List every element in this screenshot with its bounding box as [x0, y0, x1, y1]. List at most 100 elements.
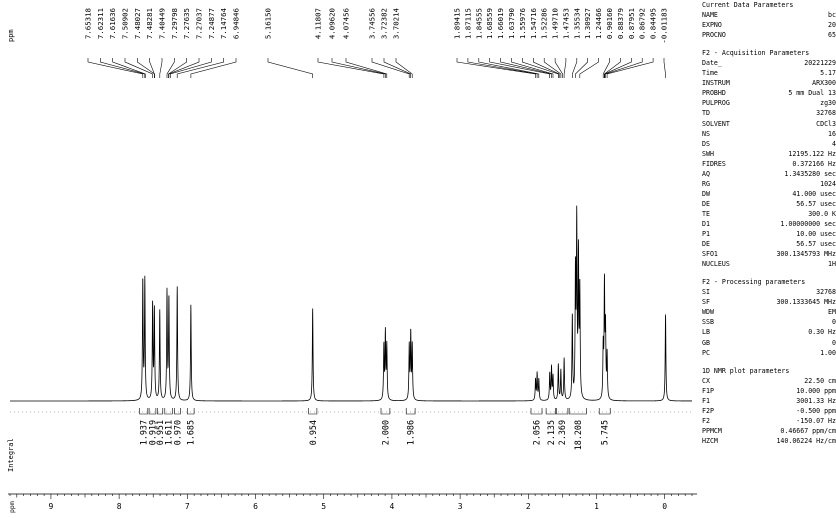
peak-label: 1.87115	[463, 8, 472, 39]
param-row: CX22.50 cm	[702, 376, 836, 386]
param-value: CDCl3	[816, 119, 836, 129]
param-key: NS	[702, 129, 710, 139]
integral-bracket	[406, 408, 415, 414]
integral-value: 1.986	[406, 420, 416, 445]
param-value: 0.372166 Hz	[792, 159, 836, 169]
param-key: TE	[702, 209, 710, 219]
x-tick-label: 5	[321, 502, 326, 511]
param-value: 1.3435280 sec	[784, 169, 836, 179]
x-tick-label: 1	[594, 502, 599, 511]
integral-value: 2.000	[380, 420, 390, 445]
x-tick-label: 8	[117, 502, 122, 511]
param-key: PULPROG	[702, 98, 730, 108]
param-row: P1 10.00 usec	[702, 229, 836, 239]
param-row: WDWEM	[702, 307, 836, 317]
param-key: P1	[702, 229, 710, 239]
param-row: DE56.57 usec	[702, 199, 836, 209]
param-key: F1P	[702, 386, 714, 396]
integral-bracket	[174, 408, 180, 414]
param-value: 1.00	[820, 348, 836, 358]
integral-value: 2.056	[532, 420, 542, 445]
integral-bracket	[599, 408, 610, 414]
param-value: -150.07 Hz	[796, 416, 836, 426]
x-tick-label: 7	[185, 502, 190, 511]
param-key: INSTRUM	[702, 78, 730, 88]
integral-bracket	[546, 408, 556, 414]
param-key: SI	[702, 287, 710, 297]
param-key: TD	[702, 108, 710, 118]
param-row: FIDRES0.372166 Hz	[702, 159, 836, 169]
integral-bracket	[556, 408, 568, 414]
peak-leader-line	[555, 58, 563, 78]
peak-leader-line	[664, 58, 666, 78]
param-key: NAME	[702, 10, 718, 20]
param-key: D1	[702, 219, 710, 229]
param-value: 5 mm Dual 13	[788, 88, 836, 98]
param-row: NUCLEUS1H	[702, 259, 836, 269]
ppm-top-label: ppm	[7, 29, 15, 42]
param-key: DW	[702, 189, 710, 199]
param-row: SWH12195.122 Hz	[702, 149, 836, 159]
param-value: 300.0 K	[808, 209, 836, 219]
peak-label: 7.48027	[133, 8, 142, 39]
param-value: 16	[828, 129, 836, 139]
acquisition-parameters-panel: Current Data Parameters NAMEbcEXPNO20PRO…	[702, 0, 836, 518]
peak-leader-line	[332, 58, 385, 78]
peak-label: 0.90160	[605, 8, 614, 39]
param-value: 300.1345793 MHz	[776, 249, 836, 259]
param-value: 10.00 usec	[796, 229, 836, 239]
param-key: WDW	[702, 307, 714, 317]
peak-label: 7.27635	[182, 8, 191, 39]
integral-bracket	[149, 408, 156, 414]
peak-label: 0.86792	[638, 8, 647, 39]
param-value: 22.50 cm	[804, 376, 836, 386]
param-value: 140.06224 Hz/cm	[776, 436, 836, 446]
integral-value: 1.685	[186, 420, 196, 445]
param-key: SWH	[702, 149, 714, 159]
param-row: NS 16	[702, 129, 836, 139]
param-value: 1024	[820, 179, 836, 189]
peak-leader-line	[113, 58, 146, 78]
param-row: DW41.000 usec	[702, 189, 836, 199]
integral-bracket	[309, 408, 317, 414]
peak-label: 1.24466	[594, 8, 603, 39]
integral-value: 2.135	[546, 420, 556, 445]
param-row: PULPROGzg30	[702, 98, 836, 108]
peak-label: 3.72382	[380, 8, 389, 39]
integral-bracket	[165, 408, 173, 414]
integral-group: 1.9370.9190.9511.6110.9701.6850.9542.000…	[10, 408, 692, 450]
spectrum-trace-group	[10, 206, 692, 401]
peak-label: 4.09620	[328, 8, 337, 39]
peak-label: 7.14764	[219, 7, 228, 39]
x-tick-label: 3	[458, 502, 463, 511]
param-key: F1	[702, 396, 710, 406]
param-key: RG	[702, 179, 710, 189]
peak-label: 4.07456	[342, 8, 351, 39]
x-axis: 9876543210ppm	[8, 494, 697, 513]
param-value: 0	[832, 317, 836, 327]
integral-bracket	[569, 408, 586, 414]
x-tick-label: 9	[49, 502, 54, 511]
peak-label: 7.24877	[207, 8, 216, 39]
peak-leader-line	[607, 58, 653, 78]
param-key: Date_	[702, 58, 722, 68]
peak-label: 1.63790	[507, 8, 516, 39]
x-unit-label: ppm	[8, 501, 16, 513]
param-value: 1.00000000 sec	[780, 219, 836, 229]
param-row: SOLVENT CDCl3	[702, 119, 836, 129]
peak-label: 0.87951	[627, 8, 636, 39]
param-row: LB0.30 Hz	[702, 327, 836, 337]
param-row: F13001.33 Hz	[702, 396, 836, 406]
peak-leader-line	[167, 58, 174, 78]
param-key: SOLVENT	[702, 119, 730, 129]
param-row: PROCNO65	[702, 30, 836, 40]
peak-label: 0.84495	[649, 8, 658, 39]
peak-label: 1.68559	[485, 8, 494, 39]
peak-label-group: 7.653187.623117.616367.509027.480277.482…	[84, 7, 669, 78]
peak-label: 3.74556	[368, 8, 377, 39]
integral-bracket	[531, 408, 542, 414]
peak-label: 4.11807	[314, 8, 323, 39]
peak-leader-line	[457, 58, 536, 78]
current-params-title: Current Data Parameters	[702, 0, 836, 10]
param-row: GB0	[702, 338, 836, 348]
